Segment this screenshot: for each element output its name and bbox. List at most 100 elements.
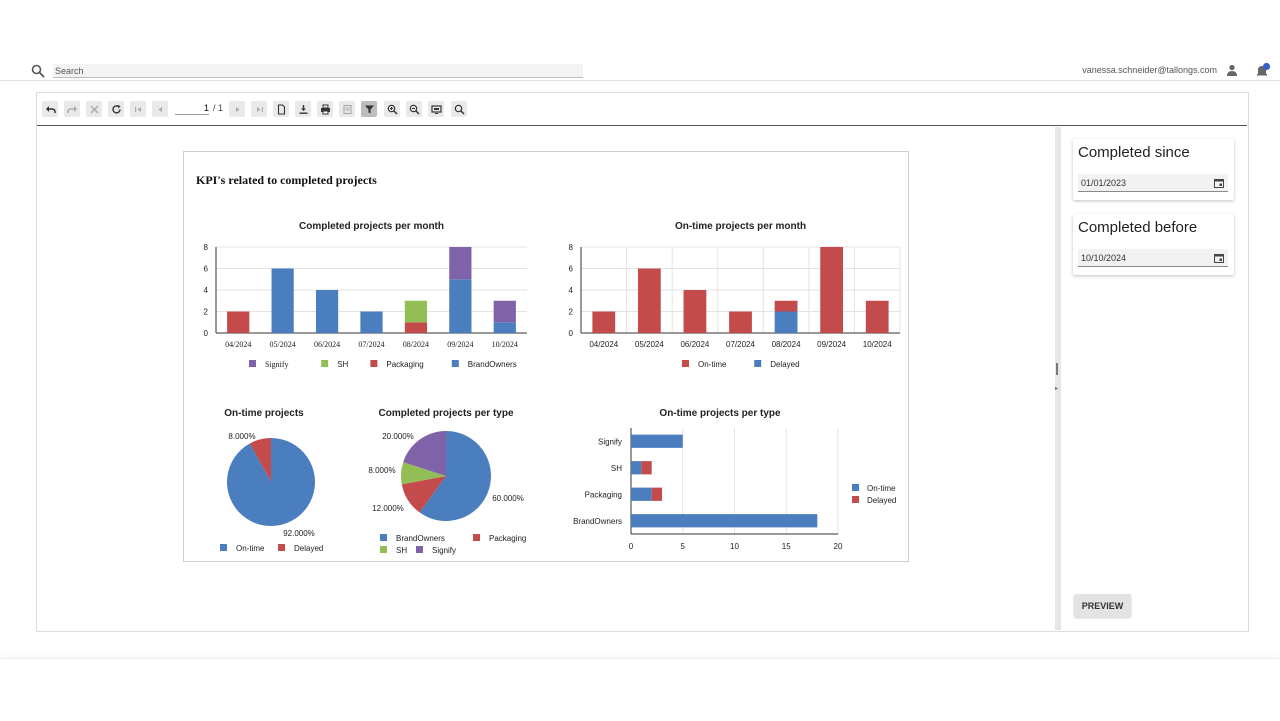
x-tick-label: 10 (730, 542, 739, 551)
completed-since-panel: Completed since 01/01/2023 (1073, 139, 1234, 200)
legend-label: Delayed (867, 496, 896, 505)
zoom-in-icon[interactable] (384, 101, 400, 117)
person-icon[interactable] (1226, 64, 1238, 76)
x-tick-label: 0 (629, 542, 634, 551)
slice-label: 8.000% (228, 432, 255, 441)
legend-swatch (451, 360, 459, 367)
x-tick-label: 10/2024 (492, 340, 518, 349)
legend-label: Delayed (294, 544, 323, 553)
page-icon[interactable] (273, 101, 289, 117)
y-tick-label: 0 (204, 329, 209, 338)
zoom-out-icon[interactable] (406, 101, 422, 117)
y-tick-label: Signify (598, 437, 622, 446)
bar (637, 268, 661, 333)
filter-icon[interactable] (361, 101, 377, 117)
bar (631, 514, 818, 528)
pie-slice (403, 431, 446, 476)
bar (493, 322, 516, 333)
completed-before-field[interactable]: 10/10/2024 (1078, 249, 1228, 267)
splitter-handle[interactable] (1056, 363, 1058, 375)
legend-label: Delayed (770, 360, 799, 369)
search-icon[interactable] (31, 64, 45, 78)
search-input[interactable] (53, 64, 583, 78)
legend-label: Signify (265, 360, 289, 369)
refresh-icon[interactable] (108, 101, 124, 117)
legend-swatch (380, 546, 387, 553)
close-icon[interactable] (86, 101, 102, 117)
x-tick-label: 5 (681, 542, 686, 551)
preview-button[interactable]: PREVIEW (1074, 594, 1131, 617)
y-tick-label: 8 (204, 243, 209, 252)
legend-swatch (682, 360, 689, 367)
bar (683, 290, 707, 333)
bar (820, 247, 844, 333)
chart-title: On-time projects (224, 408, 304, 419)
bar (315, 290, 339, 333)
completed-before-value[interactable]: 10/10/2024 (1081, 253, 1127, 263)
completed-since-value[interactable]: 01/01/2023 (1081, 178, 1127, 188)
chart-title: Completed projects per month (299, 221, 444, 232)
x-tick-label: 05/2024 (270, 340, 296, 349)
slice-label: 92.000% (283, 529, 315, 538)
redo-icon[interactable] (64, 101, 80, 117)
print-icon[interactable] (317, 101, 333, 117)
y-tick-label: BrandOwners (573, 517, 622, 526)
bell-icon[interactable] (1255, 62, 1271, 78)
calendar-icon[interactable] (1214, 253, 1224, 263)
bar (360, 311, 383, 333)
undo-icon[interactable] (42, 101, 58, 117)
slice-label: 20.000% (382, 432, 414, 441)
pie-slice (249, 438, 271, 482)
x-tick-label: 04/2024 (225, 340, 251, 349)
x-tick-label: 07/2024 (358, 340, 384, 349)
legend-label: Signify (432, 546, 456, 555)
y-tick-label: 4 (204, 286, 209, 295)
bar (631, 434, 683, 448)
charts-canvas: Completed projects per month 0 2 4 6 8 04/2024… (204, 221, 901, 555)
x-tick-label: 08/2024 (772, 340, 801, 349)
bar (631, 487, 652, 501)
y-tick-label: 6 (569, 265, 574, 274)
legend-swatch (220, 544, 227, 551)
calendar-icon[interactable] (1214, 178, 1224, 188)
bar (449, 247, 472, 280)
bar (592, 311, 616, 333)
prev-page-icon[interactable] (152, 101, 168, 117)
completed-since-field[interactable]: 01/01/2023 (1078, 174, 1228, 192)
legend-label: On-time (698, 360, 727, 369)
next-page-icon[interactable] (229, 101, 245, 117)
legend-label: On-time (236, 544, 265, 553)
bar (651, 487, 663, 501)
legend-swatch (852, 484, 859, 491)
fit-screen-icon[interactable] (428, 101, 444, 117)
legend-swatch (321, 360, 329, 367)
first-page-icon[interactable] (130, 101, 146, 117)
legend-swatch (473, 534, 480, 541)
completed-before-panel: Completed before 10/10/2024 (1073, 214, 1234, 275)
last-page-icon[interactable] (251, 101, 267, 117)
bar (493, 300, 516, 323)
download-icon[interactable] (295, 101, 311, 117)
bar (641, 461, 652, 475)
export-icon[interactable] (339, 101, 355, 117)
x-tick-label: 07/2024 (726, 340, 755, 349)
legend-label: BrandOwners (396, 534, 445, 543)
find-icon[interactable] (451, 101, 467, 117)
chevron-right-icon[interactable]: ▸ (1055, 386, 1059, 392)
legend-swatch (380, 534, 387, 541)
viewer-toolbar (37, 93, 1247, 126)
bar (774, 311, 798, 333)
legend-label: Packaging (489, 534, 526, 543)
bar (404, 322, 428, 333)
legend-swatch (278, 544, 285, 551)
y-tick-label: 2 (204, 308, 209, 317)
panel-splitter[interactable] (1055, 127, 1061, 630)
legend-swatch (249, 360, 256, 367)
legend-swatch (416, 546, 423, 553)
legend-label: Packaging (386, 360, 423, 369)
legend-label: SH (337, 360, 348, 369)
page-number-input[interactable] (175, 102, 209, 115)
page-total: / 1 (213, 103, 224, 113)
bar (227, 311, 250, 333)
bar (271, 268, 294, 333)
